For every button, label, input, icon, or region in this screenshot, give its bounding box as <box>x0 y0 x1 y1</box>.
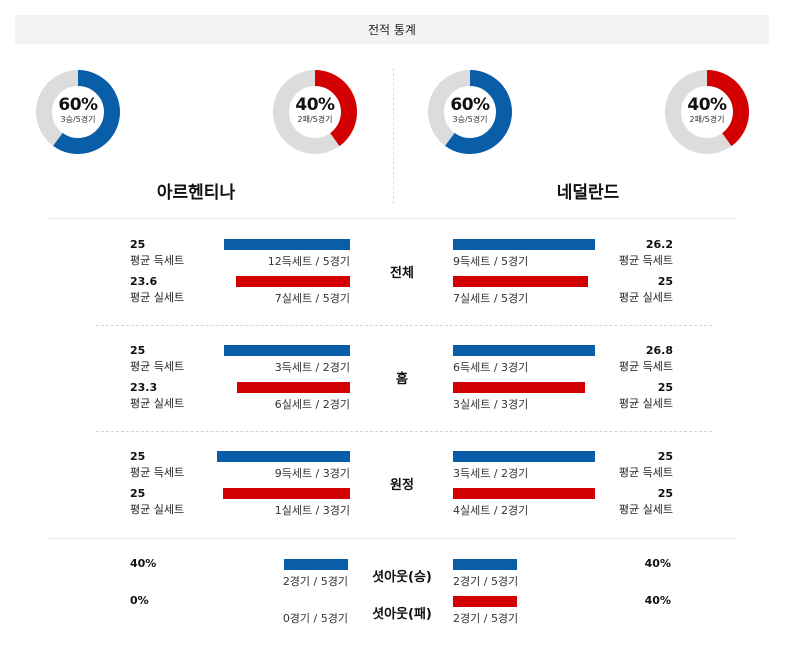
donut-arc <box>665 70 749 154</box>
left-loss-record: 2패/5경기 <box>297 115 333 124</box>
left-loss-donut: 40% 2패/5경기 <box>273 70 357 154</box>
divider <box>47 538 737 539</box>
left-scored-label: 평균 득세트 <box>130 254 185 267</box>
right-conceded-value: 25 <box>657 381 673 394</box>
right-win-donut: 60% 3승/5경기 <box>428 70 512 154</box>
right-conceded-label: 평균 실세트 <box>618 397 673 410</box>
section-title: 전적 통계 <box>15 15 769 44</box>
left-scored-caption: 3득세트 / 2경기 <box>274 361 350 374</box>
left-scored-bar <box>217 451 350 462</box>
right-shutout-pct: 40% <box>644 594 671 607</box>
left-shutout-pct: 0% <box>130 594 149 607</box>
left-team-name: 아르헨티나 <box>156 183 236 203</box>
left-scored-caption: 12득세트 / 5경기 <box>267 255 350 268</box>
left-win-pct: 60% <box>58 95 98 115</box>
right-loss-record: 2패/5경기 <box>689 115 725 124</box>
right-scored-value: 26.2 <box>645 238 673 251</box>
right-scored-label: 평균 득세트 <box>618 360 673 373</box>
right-conceded-bar <box>453 276 588 287</box>
left-conceded-bar <box>223 488 350 499</box>
right-win-pct: 60% <box>450 95 490 115</box>
left-scored-caption: 9득세트 / 3경기 <box>274 467 350 480</box>
left-scored-bar <box>224 239 350 250</box>
left-conceded-label: 평균 실세트 <box>130 397 185 410</box>
right-shutout-bar <box>453 596 517 607</box>
left-scored-value: 25 <box>130 238 146 251</box>
left-conceded-value: 25 <box>130 487 146 500</box>
right-shutout-caption: 2경기 / 5경기 <box>453 575 519 588</box>
left-conceded-label: 평균 실세트 <box>130 503 185 516</box>
section-label: 홈 <box>396 372 408 387</box>
right-conceded-value: 25 <box>657 487 673 500</box>
left-shutout-pct: 40% <box>130 557 157 570</box>
shutout-label: 셧아웃(승) <box>372 570 432 585</box>
section-divider <box>96 325 712 326</box>
left-shutout-bar <box>284 559 348 570</box>
right-scored-bar <box>453 345 595 356</box>
right-shutout-bar <box>453 559 517 570</box>
left-conceded-value: 23.3 <box>130 381 158 394</box>
right-shutout-pct: 40% <box>644 557 671 570</box>
section-divider <box>96 431 712 432</box>
right-scored-label: 평균 득세트 <box>618 254 673 267</box>
right-scored-label: 평균 득세트 <box>618 466 673 479</box>
left-scored-label: 평균 득세트 <box>130 466 185 479</box>
right-conceded-caption: 7실세트 / 5경기 <box>453 292 529 305</box>
right-conceded-bar <box>453 382 585 393</box>
donut-ring <box>36 70 120 154</box>
team-divider <box>393 68 394 204</box>
right-conceded-label: 평균 실세트 <box>618 503 673 516</box>
left-win-record: 3승/5경기 <box>60 115 96 124</box>
left-conceded-bar <box>237 382 350 393</box>
right-conceded-label: 평균 실세트 <box>618 291 673 304</box>
right-scored-bar <box>453 239 595 250</box>
left-scored-label: 평균 득세트 <box>130 360 185 373</box>
donut-arc <box>273 70 357 154</box>
left-shutout-caption: 2경기 / 5경기 <box>282 575 348 588</box>
right-shutout-caption: 2경기 / 5경기 <box>453 612 519 625</box>
left-conceded-caption: 7실세트 / 5경기 <box>274 292 350 305</box>
donut-arc <box>36 70 120 154</box>
left-conceded-value: 23.6 <box>130 275 158 288</box>
left-conceded-bar <box>236 276 350 287</box>
right-conceded-value: 25 <box>657 275 673 288</box>
left-scored-value: 25 <box>130 344 146 357</box>
right-scored-caption: 6득세트 / 3경기 <box>453 361 529 374</box>
right-scored-value: 26.8 <box>645 344 673 357</box>
left-conceded-caption: 1실세트 / 3경기 <box>274 504 350 517</box>
section-title-text: 전적 통계 <box>368 23 416 37</box>
left-shutout-caption: 0경기 / 5경기 <box>282 612 348 625</box>
left-loss-pct: 40% <box>295 95 335 115</box>
left-scored-value: 25 <box>130 450 146 463</box>
shutout-label: 셧아웃(패) <box>372 607 432 622</box>
right-conceded-caption: 4실세트 / 2경기 <box>453 504 529 517</box>
left-scored-bar <box>224 345 350 356</box>
section-label: 원정 <box>390 478 414 493</box>
donut-ring <box>665 70 749 154</box>
donut-arc <box>428 70 512 154</box>
left-conceded-label: 평균 실세트 <box>130 291 185 304</box>
left-conceded-caption: 6실세트 / 2경기 <box>274 398 350 411</box>
right-scored-caption: 3득세트 / 2경기 <box>453 467 529 480</box>
section-label: 전체 <box>390 266 414 281</box>
right-scored-bar <box>453 451 595 462</box>
right-scored-caption: 9득세트 / 5경기 <box>453 255 529 268</box>
right-loss-donut: 40% 2패/5경기 <box>665 70 749 154</box>
left-win-donut: 60% 3승/5경기 <box>36 70 120 154</box>
right-team-name: 네덜란드 <box>556 183 620 203</box>
right-win-record: 3승/5경기 <box>452 115 488 124</box>
donut-ring <box>428 70 512 154</box>
right-scored-value: 25 <box>657 450 673 463</box>
right-conceded-caption: 3실세트 / 3경기 <box>453 398 529 411</box>
right-loss-pct: 40% <box>687 95 727 115</box>
divider <box>47 218 737 219</box>
right-conceded-bar <box>453 488 595 499</box>
donut-ring <box>273 70 357 154</box>
